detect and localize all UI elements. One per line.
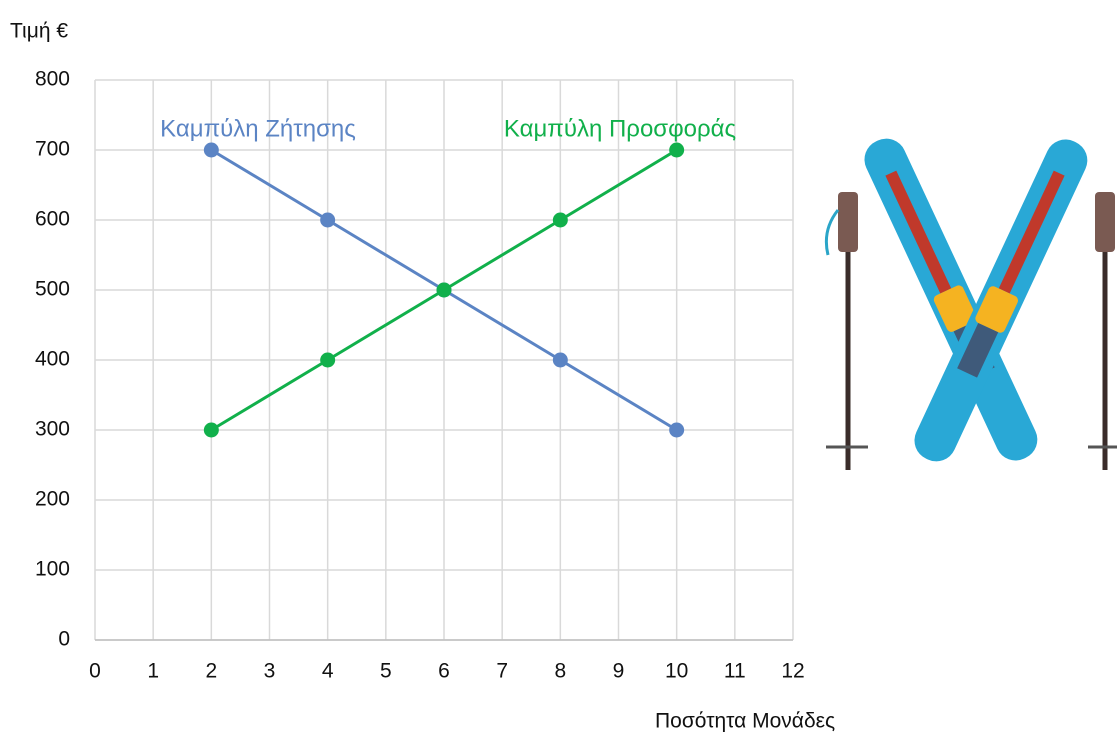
x-tick-label: 8: [554, 660, 566, 683]
data-point: [552, 212, 568, 228]
x-tick-label: 12: [781, 660, 804, 683]
x-tick-label: 5: [380, 660, 392, 683]
y-axis-label: Τιμή €: [10, 20, 68, 43]
x-tick-label: 4: [322, 660, 334, 683]
y-tick-label: 400: [35, 348, 70, 371]
data-point: [320, 212, 336, 228]
x-tick-label: 7: [496, 660, 508, 683]
data-point: [203, 422, 219, 438]
x-tick-label: 9: [613, 660, 625, 683]
series-label: Καμπύλη Προσφοράς: [504, 115, 736, 142]
x-tick-label: 10: [665, 660, 688, 683]
y-tick-label: 800: [35, 68, 70, 91]
x-tick-label: 1: [147, 660, 159, 683]
ski-illustration: [824, 138, 1117, 470]
x-tick-label: 2: [205, 660, 217, 683]
data-point: [669, 422, 685, 438]
x-tick-label: 11: [724, 660, 746, 683]
y-tick-label: 100: [35, 558, 70, 581]
y-tick-label: 600: [35, 208, 70, 231]
data-point: [320, 352, 336, 368]
data-point: [669, 142, 685, 158]
x-axis-label: Ποσότητα Μονάδες: [655, 710, 835, 733]
y-tick-label: 200: [35, 488, 70, 511]
x-tick-label: 6: [438, 660, 450, 683]
x-tick-label: 3: [264, 660, 276, 683]
data-point: [203, 142, 219, 158]
series-label: Καμπύλη Ζήτησης: [160, 115, 356, 142]
y-tick-label: 0: [58, 628, 70, 651]
y-tick-label: 700: [35, 138, 70, 161]
y-tick-label: 300: [35, 418, 70, 441]
y-tick-label: 500: [35, 278, 70, 301]
data-point: [552, 352, 568, 368]
x-tick-label: 0: [89, 660, 101, 683]
data-point: [436, 282, 452, 298]
